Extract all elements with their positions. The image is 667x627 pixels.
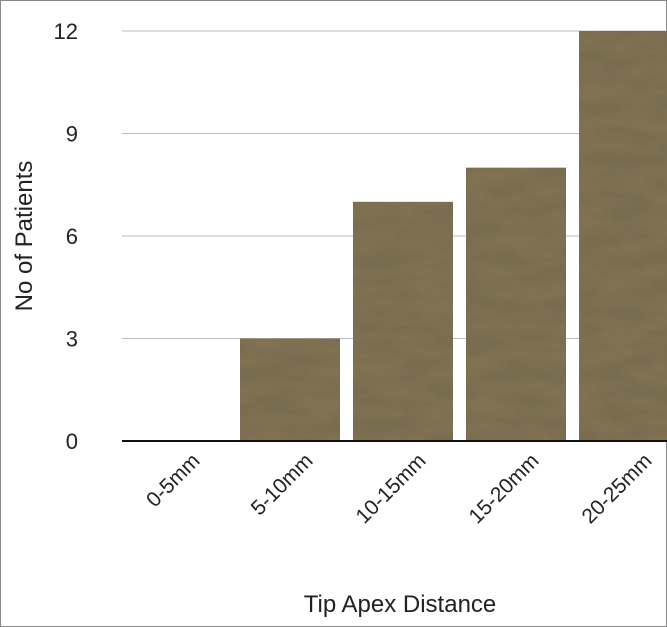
y-tick-label: 0 [66, 429, 78, 454]
y-tick-label: 9 [66, 122, 78, 147]
chart: 0369120-5mm5-10mm10-15mm15-20mm20-25mm T… [0, 0, 667, 627]
y-tick-label: 6 [66, 224, 78, 249]
y-axis-title: No of Patients [11, 161, 38, 312]
y-tick-label: 3 [66, 327, 78, 352]
x-axis-title: Tip Apex Distance [304, 591, 497, 618]
frame [1, 1, 667, 627]
bar [466, 168, 566, 441]
y-tick-label: 12 [54, 19, 78, 44]
bar [240, 339, 340, 442]
bar [579, 31, 667, 441]
bar [353, 202, 453, 441]
